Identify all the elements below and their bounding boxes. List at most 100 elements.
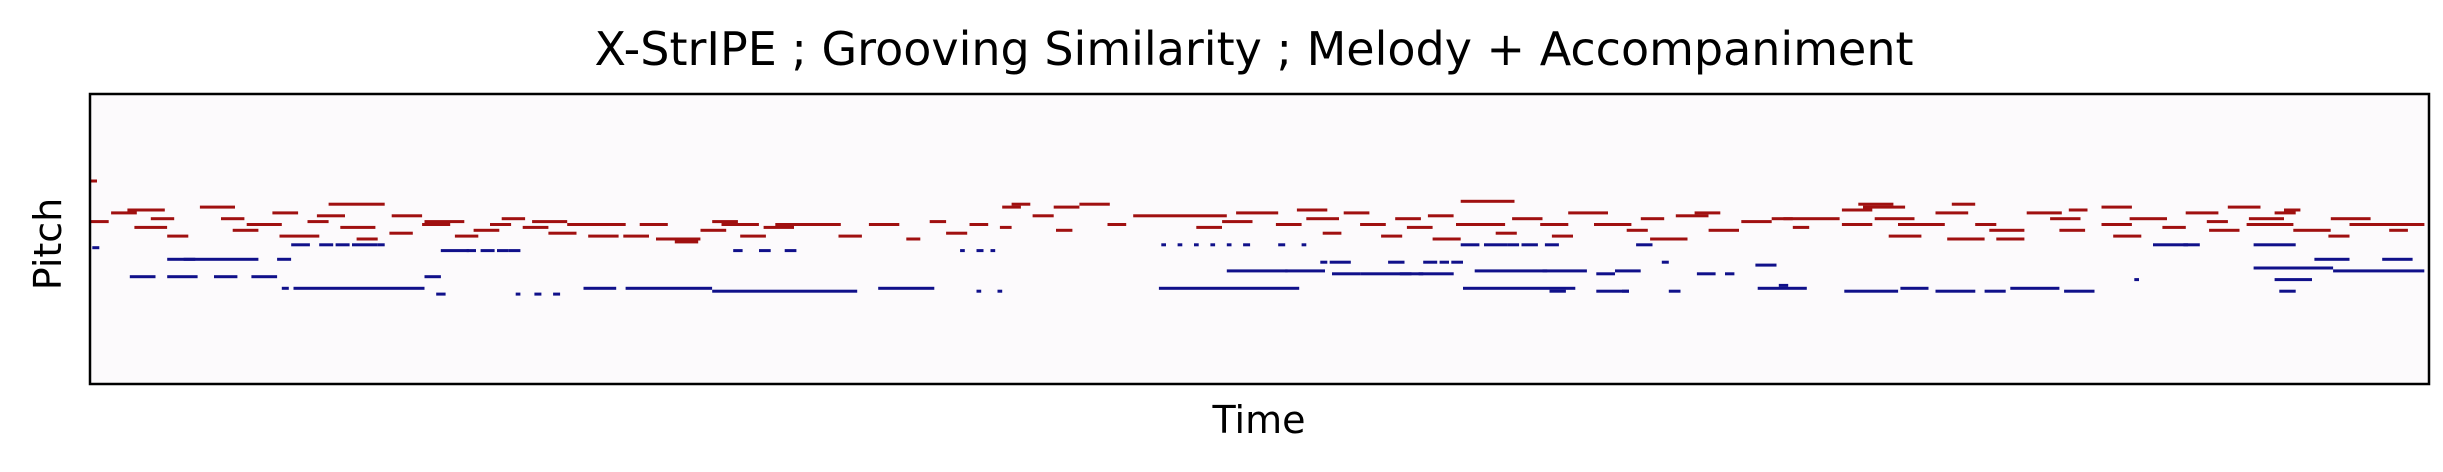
melody-note [473,228,500,232]
accompaniment-note [583,286,617,290]
melody-note [199,205,235,209]
melody-note [522,225,549,229]
accompaniment-note [1301,243,1307,247]
accompaniment-note [1636,243,1653,247]
accompaniment-note [167,257,196,261]
melody-note [90,220,109,224]
accompaniment-note [291,243,310,247]
melody-note [1053,205,1080,209]
accompaniment-note [1757,286,1807,290]
plot-frame [88,92,2431,386]
accompaniment-note [515,292,521,296]
melody-note [700,228,727,232]
melody-note [999,225,1012,229]
accompaniment-note [878,286,935,290]
accompaniment-note [1460,243,1480,247]
melody-note [1540,223,1569,226]
accompaniment-note [1423,260,1438,264]
melody-note [389,231,413,235]
melody-note [1935,211,1969,215]
melody-note [1032,214,1054,218]
accompaniment-note [1418,272,1454,276]
accompaniment-note [960,249,965,253]
melody-note [2101,205,2132,209]
melody-note [1427,214,1454,218]
melody-note [1951,202,1976,206]
melody-note [1675,214,1709,218]
melody-note [1640,217,1665,221]
melody-note [1551,234,1573,238]
accompaniment-note [1984,289,2006,293]
accompaniment-note [377,243,385,247]
melody-note [1947,237,1985,241]
series-accompaniment [92,243,2425,296]
accompaniment-note [1360,272,1424,276]
melody-note [929,220,947,224]
accompaniment-note [1661,260,1669,264]
accompaniment-note [281,286,289,290]
melody-note [1874,217,1915,221]
accompaniment-note [366,243,378,247]
melody-note [1222,220,1253,224]
melody-note [2101,223,2132,226]
melody-note [1568,211,1608,215]
accompaniment-note [1935,289,1976,293]
accompaniment-note [990,249,996,253]
accompaniment-note [1226,243,1232,247]
accompaniment-note [2279,289,2296,293]
chart-title: X-StrIPE ; Grooving Similarity ; Melody … [594,22,1913,76]
melody-note [422,223,451,226]
melody-note [1275,223,1302,226]
accompaniment-note [733,249,743,253]
melody-note [1741,220,1772,224]
melody-note [490,223,512,226]
melody-note [805,223,841,226]
melody-note [1841,223,1873,226]
melody-note [740,234,766,238]
accompaniment-note [625,286,713,290]
melody-note [2162,225,2186,229]
y-axis-label: Pitch [26,198,70,291]
melody-note [2185,211,2219,215]
accompaniment-note [436,292,446,296]
melody-note [2129,217,2167,221]
melody-note [1322,231,1342,235]
accompaniment-note [2183,243,2200,247]
melody-note [1343,211,1370,215]
melody-note [2328,234,2350,238]
accompaniment-note [1320,260,1328,264]
melody-note [272,211,299,215]
melody-note [2330,217,2371,221]
accompaniment-note [1622,289,1629,293]
accompaniment-note [183,257,221,261]
melody-note [868,223,900,226]
melody-note [1512,217,1543,221]
melody-note [1594,223,1632,226]
accompaniment-note [1210,243,1216,247]
accompaniment-note [480,249,495,253]
melody-note [712,220,738,224]
x-axis-label: Time [1212,398,1306,442]
melody-note [328,202,385,206]
melody-note [623,234,649,238]
accompaniment-note [2274,278,2312,282]
accompaniment-note [2064,289,2095,293]
melody-note [588,234,619,238]
melody-note [1811,217,1840,221]
melody-note [1133,214,1227,218]
accompaniment-note [1439,260,1449,264]
accompaniment-note [1542,269,1587,273]
melody-note [1650,237,1688,241]
melody-note [90,179,97,183]
accompaniment-note [1778,283,1789,287]
accompaniment-note [553,292,561,296]
accompaniment-note [221,257,259,261]
accompaniment-note [2253,266,2334,270]
accompaniment-note [1725,272,1735,276]
accompaniment-note [784,249,797,253]
accompaniment-note [2153,243,2189,247]
melody-note [1888,234,1922,238]
accompaniment-note [440,249,469,253]
accompaniment-note [1615,269,1641,273]
